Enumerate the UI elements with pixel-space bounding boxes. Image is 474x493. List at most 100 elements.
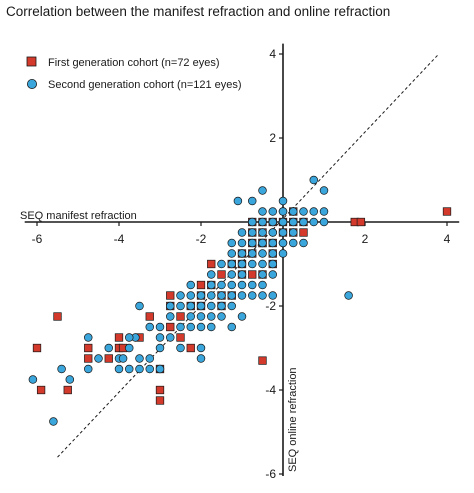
axes: -6 -4 -2 2 4 4 2 -2 -4 -6 <box>24 43 460 481</box>
data-point-circle <box>145 354 155 363</box>
y-tick-label: -4 <box>265 383 276 397</box>
series-second-generation <box>28 175 353 426</box>
data-point-circle <box>289 238 298 248</box>
data-point-circle <box>237 228 247 237</box>
data-point-circle <box>248 259 257 269</box>
data-point-circle <box>319 186 329 195</box>
data-point-circle <box>207 322 216 332</box>
data-point-circle <box>207 280 216 290</box>
data-point-circle <box>227 259 237 269</box>
data-point-circle <box>104 343 113 353</box>
data-point-circle <box>268 249 278 258</box>
data-point-circle <box>237 291 247 300</box>
data-point-circle <box>248 217 257 227</box>
series-first-generation <box>32 207 452 405</box>
data-point-circle <box>155 364 165 374</box>
data-point-circle <box>278 217 288 227</box>
legend-marker-second-generation <box>26 79 37 90</box>
data-point-circle <box>155 322 165 332</box>
legend-label-first-generation: First generation cohort (n=72 eyes) <box>48 57 220 69</box>
data-point-square <box>299 228 308 237</box>
data-point-square <box>166 291 175 300</box>
data-point-circle <box>258 249 267 258</box>
data-point-circle <box>289 228 298 237</box>
data-point-square <box>145 312 154 321</box>
data-point-circle <box>176 301 185 311</box>
data-point-circle <box>145 364 155 374</box>
data-point-circle <box>186 301 196 311</box>
data-point-circle <box>299 238 308 248</box>
y-axis-label: SEQ online refraction <box>287 367 299 472</box>
data-point-circle <box>309 217 319 227</box>
data-point-circle <box>258 291 267 300</box>
data-point-square <box>186 343 195 353</box>
data-point-circle <box>186 322 196 332</box>
data-point-circle <box>268 238 278 248</box>
data-point-circle <box>309 175 319 185</box>
data-point-square <box>84 343 93 353</box>
data-point-square <box>176 333 185 342</box>
data-point-circle <box>49 417 58 426</box>
data-point-circle <box>268 270 278 279</box>
data-point-square <box>217 270 226 279</box>
data-point-square <box>196 280 206 290</box>
data-point-circle <box>227 322 237 332</box>
data-point-circle <box>65 375 75 384</box>
data-point-circle <box>248 196 257 206</box>
data-point-circle <box>217 312 226 321</box>
data-point-circle <box>258 280 267 290</box>
x-tick-label: -2 <box>196 232 207 246</box>
y-tick-label: -6 <box>265 467 276 481</box>
data-point-circle <box>196 291 206 300</box>
data-point-circle <box>186 280 196 290</box>
data-point-circle <box>227 249 237 258</box>
y-tick-label: 2 <box>269 131 276 145</box>
y-tick-label: 4 <box>269 47 276 61</box>
data-point-circle <box>196 343 206 353</box>
data-point-circle <box>217 280 226 290</box>
data-point-circle <box>196 301 206 311</box>
data-point-circle <box>135 354 144 363</box>
data-point-circle <box>155 343 165 353</box>
legend: First generation cohort (n=72 eyes) Seco… <box>26 56 242 91</box>
data-point-circle <box>145 322 155 332</box>
legend-marker-first-generation <box>26 56 37 67</box>
data-point-circle <box>28 375 38 384</box>
data-point-circle <box>248 291 257 300</box>
data-point-circle <box>237 312 247 321</box>
data-point-circle <box>278 207 288 216</box>
x-axis-label: SEQ manifest refraction <box>20 210 137 222</box>
data-point-circle <box>248 249 257 258</box>
data-point-square <box>155 385 165 395</box>
x-tick-label: 4 <box>444 232 451 246</box>
data-point-square <box>166 322 175 332</box>
data-point-circle <box>299 207 308 216</box>
data-point-circle <box>57 364 66 374</box>
data-point-circle <box>186 291 196 300</box>
data-point-circle <box>237 259 247 269</box>
data-point-circle <box>207 291 216 300</box>
data-points <box>28 175 452 426</box>
data-point-circle <box>155 333 165 342</box>
data-point-circle <box>227 270 237 279</box>
data-point-circle <box>268 207 278 216</box>
data-point-square <box>53 312 62 321</box>
data-point-circle <box>258 238 267 248</box>
data-point-circle <box>289 207 298 216</box>
data-point-square <box>248 270 257 279</box>
data-point-circle <box>196 312 206 321</box>
data-point-circle <box>196 322 206 332</box>
data-point-circle <box>207 270 216 279</box>
data-point-circle <box>217 291 226 300</box>
x-tick-label: -6 <box>32 232 43 246</box>
data-point-circle <box>227 238 237 248</box>
data-point-circle <box>258 207 267 216</box>
data-point-circle <box>237 280 247 290</box>
data-point-square <box>84 354 93 363</box>
data-point-circle <box>124 343 134 353</box>
data-point-circle <box>309 207 319 216</box>
data-point-circle <box>278 196 288 206</box>
data-point-circle <box>166 301 175 311</box>
data-point-circle <box>135 364 144 374</box>
